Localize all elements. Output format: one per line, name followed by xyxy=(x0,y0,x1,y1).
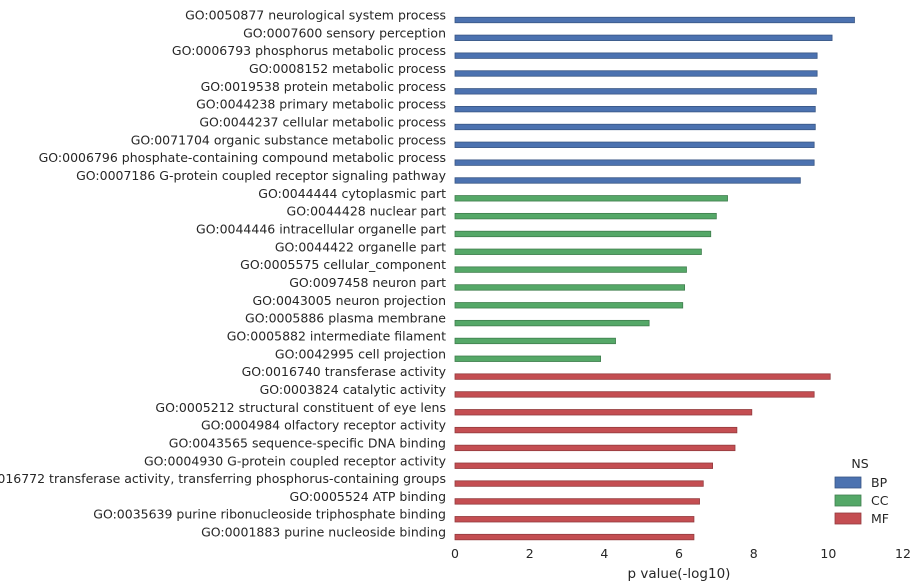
category-label-9: GO:0007186 G-protein coupled receptor si… xyxy=(76,168,447,183)
x-tick-label-6: 12 xyxy=(895,546,911,561)
bar-mf-29 xyxy=(454,533,695,541)
category-label-3: GO:0008152 metabolic process xyxy=(249,61,446,76)
bar-cc-15 xyxy=(454,284,686,291)
category-label-13: GO:0044422 organelle part xyxy=(275,239,446,254)
category-label-18: GO:0005882 intermediate filament xyxy=(227,328,446,343)
category-label-27: GO:0005524 ATP binding xyxy=(290,489,446,504)
bar-mf-20 xyxy=(454,373,831,380)
bar-mf-26 xyxy=(454,480,704,487)
bars-group xyxy=(454,16,855,541)
category-label-20: GO:0016740 transferase activity xyxy=(242,364,447,379)
legend-label-mf: MF xyxy=(871,511,889,526)
bar-mf-28 xyxy=(454,516,695,523)
category-label-11: GO:0044428 nuclear part xyxy=(287,204,447,219)
legend-title: NS xyxy=(851,456,868,471)
category-label-23: GO:0004984 olfactory receptor activity xyxy=(201,418,447,433)
legend-swatch-mf xyxy=(834,512,862,525)
bar-mf-25 xyxy=(454,462,714,469)
bar-mf-23 xyxy=(454,426,738,434)
bar-cc-18 xyxy=(454,337,616,345)
category-label-28: GO:0035639 purine ribonucleoside triphos… xyxy=(93,507,446,522)
bar-mf-21 xyxy=(454,391,815,398)
bar-bp-8 xyxy=(454,159,815,166)
bar-cc-13 xyxy=(454,248,702,255)
bar-mf-27 xyxy=(454,498,700,505)
category-label-16: GO:0043005 neuron projection xyxy=(252,293,446,308)
category-label-5: GO:0044238 primary metabolic process xyxy=(196,97,446,112)
bar-bp-1 xyxy=(454,34,833,41)
category-label-12: GO:0044446 intracellular organelle part xyxy=(196,221,446,236)
bar-mf-24 xyxy=(454,444,736,452)
legend-swatch-bp xyxy=(834,476,862,489)
category-label-4: GO:0019538 protein metabolic process xyxy=(201,79,446,94)
category-label-19: GO:0042995 cell projection xyxy=(275,346,446,361)
bar-bp-9 xyxy=(454,177,801,184)
bar-bp-0 xyxy=(454,16,855,24)
bar-cc-17 xyxy=(454,319,650,327)
bar-bp-5 xyxy=(454,106,816,113)
category-label-29: GO:0001883 purine nucleoside binding xyxy=(201,525,446,540)
legend-label-bp: BP xyxy=(871,475,888,490)
x-tick-label-1: 2 xyxy=(526,546,534,561)
x-tick-label-3: 6 xyxy=(675,546,683,561)
bar-bp-2 xyxy=(454,52,818,59)
bar-bp-7 xyxy=(454,141,815,148)
legend-swatch-cc xyxy=(834,494,862,507)
bar-bp-3 xyxy=(454,70,818,77)
x-tick-label-4: 8 xyxy=(750,546,758,561)
legend-label-cc: CC xyxy=(871,493,889,508)
bar-bp-4 xyxy=(454,88,817,95)
bar-cc-12 xyxy=(454,230,712,238)
category-label-0: GO:0050877 neurological system process xyxy=(185,8,446,23)
category-label-17: GO:0005886 plasma membrane xyxy=(245,311,446,326)
x-tick-label-2: 4 xyxy=(600,546,608,561)
category-label-24: GO:0043565 sequence-specific DNA binding xyxy=(169,435,446,450)
bar-cc-16 xyxy=(454,302,684,309)
category-labels-group: GO:0050877 neurological system process GO… xyxy=(0,8,447,540)
x-tick-label-5: 10 xyxy=(820,546,836,561)
category-label-15: GO:0097458 neuron part xyxy=(289,275,446,290)
category-label-14: GO:0005575 cellular_component xyxy=(240,257,446,272)
category-label-22: GO:0005212 structural constituent of eye… xyxy=(155,400,446,415)
bar-cc-19 xyxy=(454,355,602,362)
legend: NS BP CC MF xyxy=(834,456,889,526)
category-label-6: GO:0044237 cellular metabolic process xyxy=(199,114,446,129)
category-label-25: GO:0004930 G-protein coupled receptor ac… xyxy=(144,453,447,468)
x-axis-ticks-group: 0 2 4 6 8 10 12 xyxy=(451,546,911,561)
category-label-8: GO:0006796 phosphate-containing compound… xyxy=(39,150,446,165)
category-label-1: GO:0007600 sensory perception xyxy=(243,25,446,40)
category-label-2: GO:0006793 phosphorus metabolic process xyxy=(172,43,446,58)
x-tick-label-0: 0 xyxy=(451,546,459,561)
bar-cc-10 xyxy=(454,195,728,202)
bar-cc-14 xyxy=(454,266,687,273)
bar-mf-22 xyxy=(454,409,753,416)
category-label-10: GO:0044444 cytoplasmic part xyxy=(258,186,446,201)
category-label-21: GO:0003824 catalytic activity xyxy=(260,382,447,397)
category-label-26: GO:0016772 transferase activity, transfe… xyxy=(0,471,446,486)
x-axis-title: p value(-log10) xyxy=(628,566,731,582)
bar-cc-11 xyxy=(454,212,717,220)
bar-bp-6 xyxy=(454,123,816,131)
category-label-7: GO:0071704 organic substance metabolic p… xyxy=(131,132,446,147)
